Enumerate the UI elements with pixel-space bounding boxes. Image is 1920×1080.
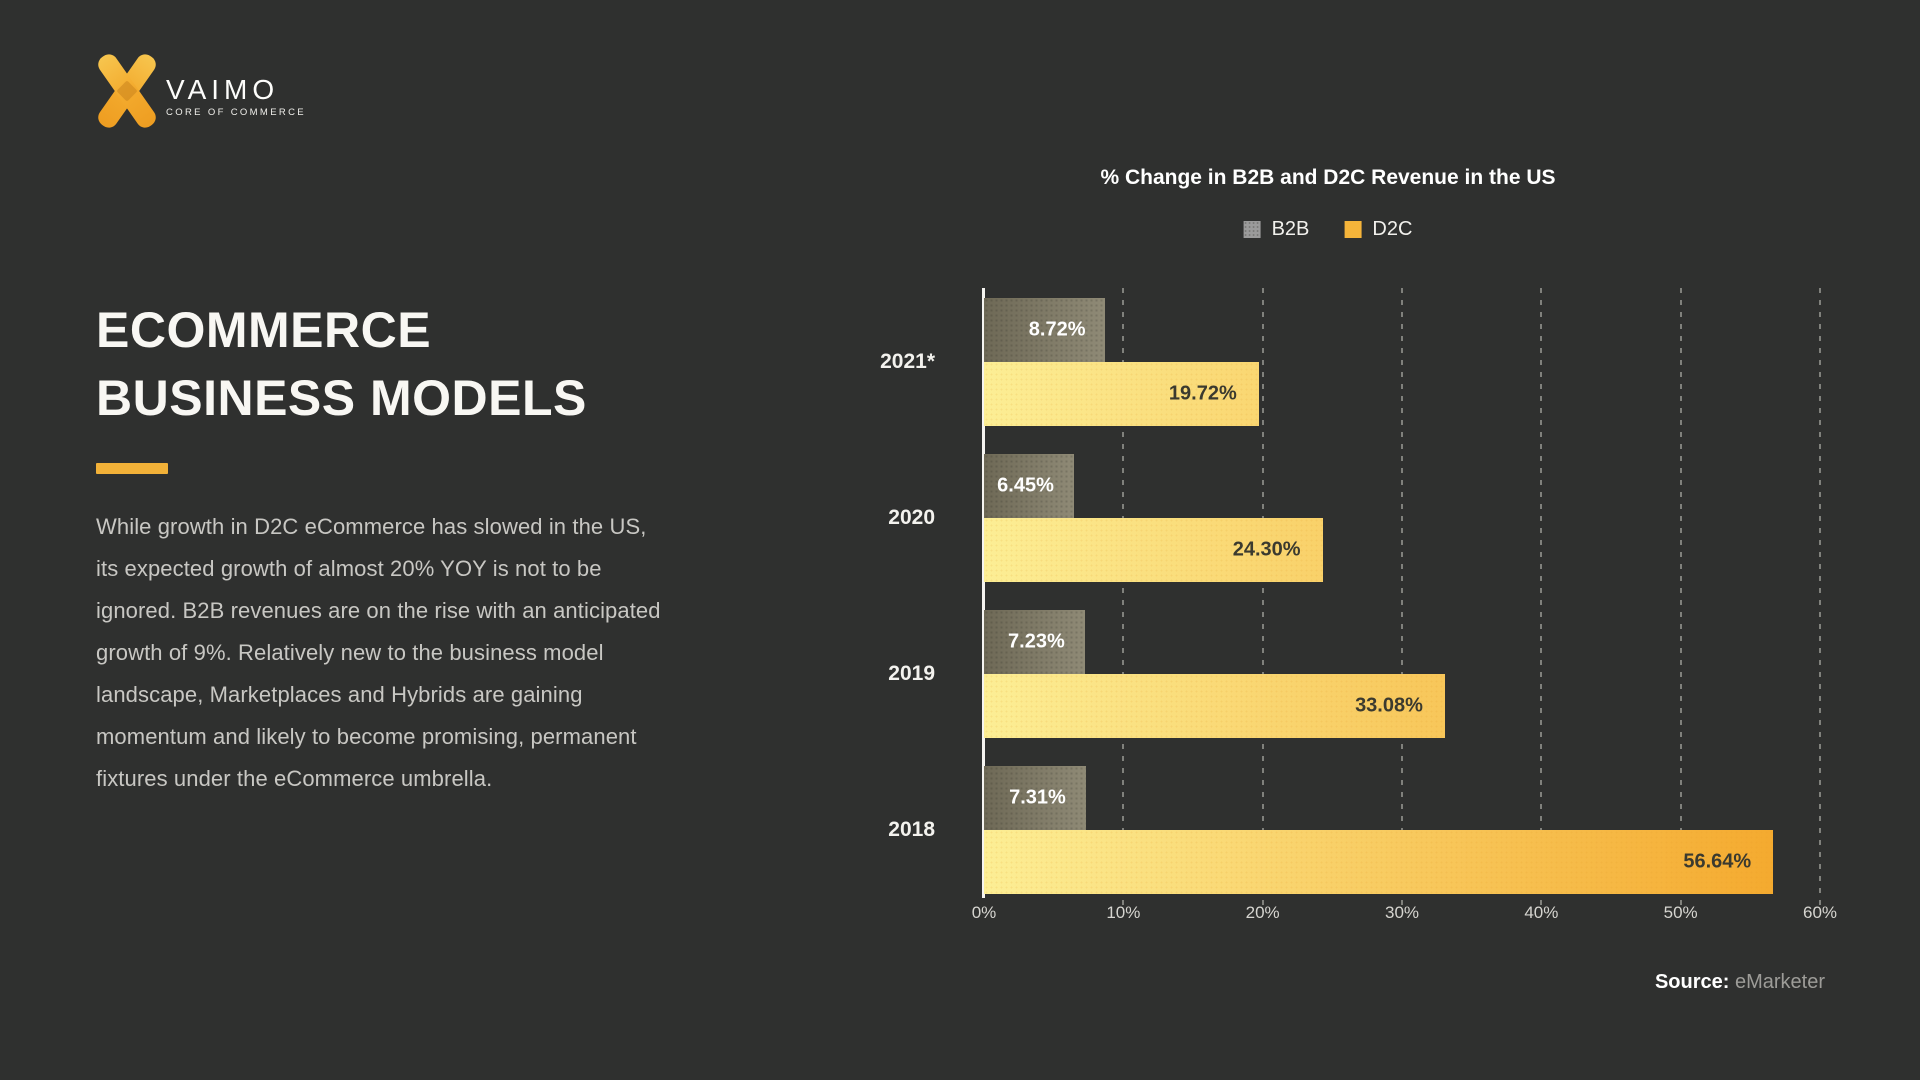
bar-value-label: 6.45% [997,474,1054,497]
revenue-change-chart: % Change in B2B and D2C Revenue in the U… [880,0,1837,1000]
x-tick-label: 40% [1524,903,1559,922]
source-value: eMarketer [1734,971,1825,993]
intro-paragraph: While growth in D2C eCommerce has slowed… [96,514,661,791]
legend-item-d2c: D2C [1344,218,1412,241]
y-axis-line [982,288,985,898]
category-label: 2018 [888,818,935,841]
bar-d2c-2021: 19.72% [984,362,1259,426]
bar-b2b-2020: 6.45% [984,454,1074,518]
accent-dash [96,463,168,474]
chart-plot: 2021* 8.72% 19.72% 2020 6.45% 24.30% 2019 7.23%… [880,288,1821,906]
x-tick-label: 0% [971,903,997,922]
legend-label: D2C [1372,218,1413,240]
chart-legend: B2B D2C [1243,218,1412,241]
bar-b2b-2018: 7.31% [984,766,1086,830]
gridline [1261,288,1264,906]
bar-value-label: 33.08% [1355,694,1423,717]
bar-gradient-layer [984,830,1774,894]
bar-b2b-2019: 7.23% [984,610,1085,674]
x-tick-label: 50% [1663,903,1698,922]
x-tick-label: 10% [1106,903,1141,922]
logo-text: VAIMO CORE OF COMMERCE [166,73,306,118]
intro-panel: ECOMMERCE BUSINESS MODELS While growth in… [96,296,696,800]
legend-item-b2b: B2B [1243,218,1310,241]
chart-title: % Change in B2B and D2C Revenue in the U… [1100,166,1556,189]
bar-d2c-2018: 56.64% [984,830,1774,894]
legend-swatch-d2c [1344,221,1362,238]
gridline [1122,288,1125,906]
vaimo-logo: VAIMO CORE OF COMMERCE [96,54,306,128]
category-label: 2020 [888,506,935,529]
bar-d2c-2019: 33.08% [984,674,1445,738]
legend-swatch-b2b [1243,221,1261,238]
category-label: 2019 [888,662,935,685]
legend-label: B2B [1271,218,1310,240]
bar-value-label: 8.72% [1028,318,1086,341]
bar-value-label: 56.64% [1683,850,1752,873]
page-title-line1: ECOMMERCE [96,302,432,358]
vaimo-x-icon [98,54,156,128]
gridline [1540,288,1543,906]
logo-tagline: CORE OF COMMERCE [166,106,306,118]
source-label: Source: [1654,971,1730,993]
x-axis-ticks: 0% 10% 20% 30% 40% 50% 60% [972,903,1837,929]
gridline [1819,288,1821,906]
bar-b2b-2021: 8.72% [984,298,1106,362]
bar-value-label: 7.23% [1008,630,1065,653]
page-title-line2: BUSINESS MODELS [96,370,587,426]
x-tick-label: 30% [1384,903,1420,922]
bar-d2c-2020: 24.30% [984,518,1323,582]
category-label: 2021* [880,350,935,373]
gridline [1401,288,1403,906]
page-title: ECOMMERCE BUSINESS MODELS [96,296,696,432]
logo-brand: VAIMO [166,73,280,105]
x-tick-label: 20% [1245,903,1280,922]
bar-value-label: 19.72% [1168,382,1237,405]
gridline [1679,288,1682,906]
source-note: Source: eMarketer [1655,971,1825,994]
bar-value-label: 7.31% [1009,786,1066,809]
bar-value-label: 24.30% [1232,538,1301,561]
x-tick-label: 60% [1802,903,1838,922]
